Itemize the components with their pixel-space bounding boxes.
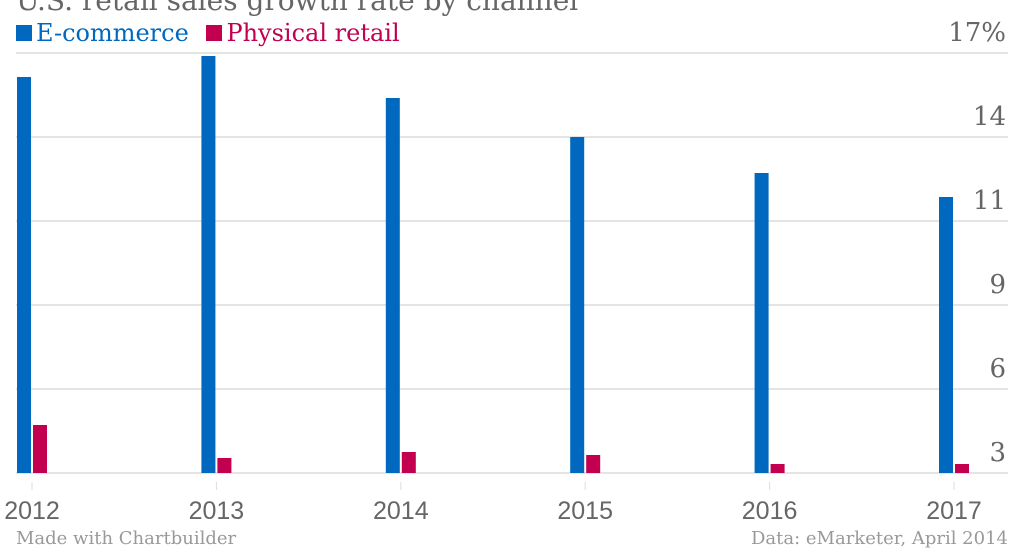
y-tick-label: 9 bbox=[989, 270, 1006, 300]
footer-credit: Made with Chartbuilder bbox=[16, 528, 237, 549]
bar-ecommerce-2012 bbox=[17, 77, 31, 473]
x-tick-label: 2015 bbox=[557, 497, 613, 525]
y-tick-label: 6 bbox=[989, 354, 1006, 384]
bar-physical-2016 bbox=[770, 464, 785, 473]
y-tick-label: 3 bbox=[989, 438, 1006, 468]
bar-chart: 3 6 9 11 14 17% 2012 2013 2014 2015 2016 2017 bbox=[4, 18, 1008, 525]
legend-item-ecommerce: E-commerce bbox=[16, 19, 189, 47]
bar-ecommerce-2013 bbox=[201, 56, 216, 473]
bar-physical-2015 bbox=[586, 455, 601, 473]
bar-physical-2017 bbox=[955, 464, 969, 473]
bar-ecommerce-2017 bbox=[939, 197, 953, 473]
x-tick-label: 2013 bbox=[189, 497, 245, 525]
bar-ecommerce-2016 bbox=[754, 173, 769, 473]
legend-swatch-physical bbox=[206, 25, 223, 41]
bar-physical-2014 bbox=[401, 452, 416, 473]
y-tick-label: 17% bbox=[948, 18, 1006, 48]
legend-item-physical: Physical retail bbox=[206, 19, 400, 47]
legend-label-ecommerce: E-commerce bbox=[36, 19, 189, 47]
bar-ecommerce-2014 bbox=[385, 98, 400, 473]
x-tick-label: 2016 bbox=[742, 497, 798, 525]
bar-physical-2012 bbox=[33, 425, 47, 473]
x-tick-label: 2012 bbox=[4, 497, 60, 525]
x-tick-label: 2014 bbox=[373, 497, 429, 525]
y-tick-label: 11 bbox=[973, 186, 1006, 216]
x-tick-label: 2017 bbox=[926, 497, 982, 525]
legend: E-commerce Physical retail bbox=[16, 19, 410, 47]
chart-title: U.S. retail sales growth rate by channel bbox=[16, 0, 579, 17]
bar-ecommerce-2015 bbox=[570, 137, 585, 473]
bar-physical-2013 bbox=[217, 458, 232, 473]
y-tick-label: 14 bbox=[973, 102, 1006, 132]
footer-source: Data: eMarketer, April 2014 bbox=[750, 528, 1008, 549]
legend-label-physical: Physical retail bbox=[226, 19, 400, 47]
legend-swatch-ecommerce bbox=[16, 25, 32, 41]
